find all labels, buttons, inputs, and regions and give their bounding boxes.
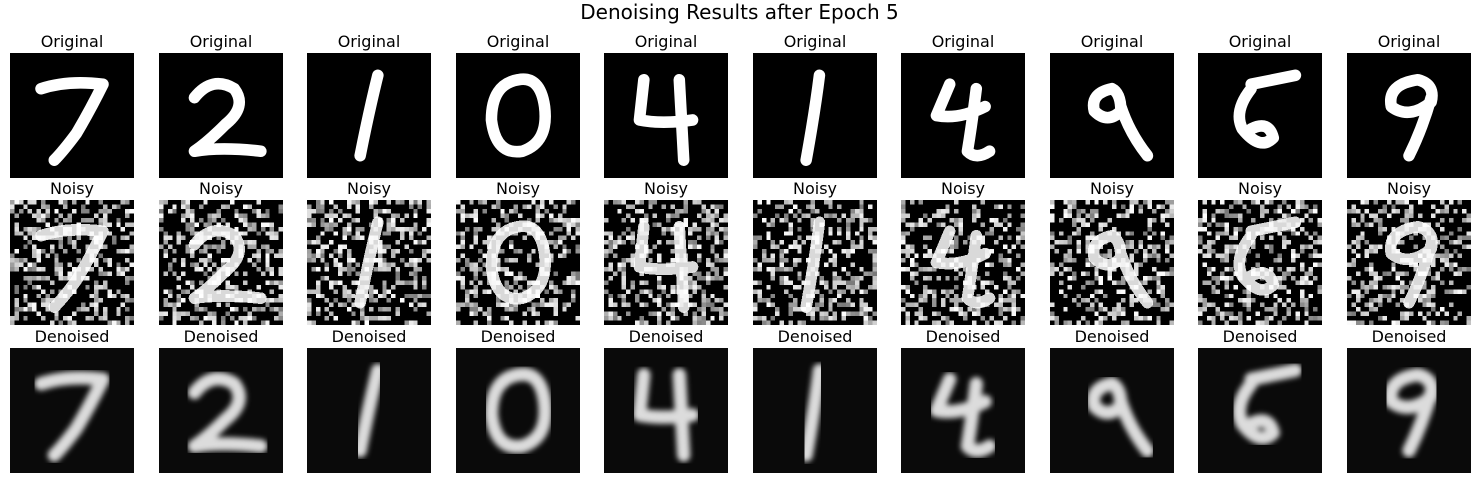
figure-title: Denoising Results after Epoch 5 xyxy=(580,0,899,24)
panel-noisy-7: Noisy xyxy=(901,179,1025,325)
panel-title: Denoised xyxy=(1074,327,1150,346)
panel-noisy-6: Noisy xyxy=(753,179,877,325)
panel-original-8: Original xyxy=(1050,32,1174,178)
panel-denoised-8: Denoised xyxy=(1050,327,1174,473)
panel-title: Original xyxy=(40,32,104,51)
panel-denoised-9: Denoised xyxy=(1198,327,1322,473)
panel-noisy-2: Noisy xyxy=(159,179,283,325)
panel-denoised-7: Denoised xyxy=(901,327,1025,473)
digit-image xyxy=(901,348,1025,473)
panel-noisy-5: Noisy xyxy=(604,179,728,325)
panel-original-4: Original xyxy=(456,32,580,178)
panel-title: Denoised xyxy=(628,327,704,346)
panel-title: Denoised xyxy=(925,327,1001,346)
digit-image xyxy=(159,348,283,473)
digit-image xyxy=(753,53,877,178)
panel-original-10: Original xyxy=(1347,32,1471,178)
digit-image xyxy=(307,348,431,473)
panel-denoised-3: Denoised xyxy=(307,327,431,473)
panel-original-9: Original xyxy=(1198,32,1322,178)
panel-denoised-1: Denoised xyxy=(10,327,134,473)
panel-title: Noisy xyxy=(1386,179,1431,198)
digit-image xyxy=(604,348,728,473)
digit-image xyxy=(753,348,877,473)
digit-image xyxy=(1198,348,1322,473)
panel-title: Noisy xyxy=(940,179,985,198)
panel-title: Original xyxy=(337,32,401,51)
digit-image xyxy=(1050,348,1174,473)
digit-image xyxy=(10,53,134,178)
digit-image xyxy=(1347,53,1471,178)
panel-original-1: Original xyxy=(10,32,134,178)
panel-noisy-4: Noisy xyxy=(456,179,580,325)
panel-noisy-9: Noisy xyxy=(1198,179,1322,325)
panel-title: Noisy xyxy=(49,179,94,198)
panel-original-7: Original xyxy=(901,32,1025,178)
digit-image xyxy=(901,200,1025,325)
digit-image xyxy=(10,200,134,325)
panel-title: Noisy xyxy=(643,179,688,198)
panel-denoised-4: Denoised xyxy=(456,327,580,473)
digit-image xyxy=(456,53,580,178)
panel-title: Noisy xyxy=(1237,179,1282,198)
digit-image xyxy=(1198,53,1322,178)
digit-image xyxy=(1050,200,1174,325)
panel-title: Denoised xyxy=(331,327,407,346)
panel-title: Noisy xyxy=(495,179,540,198)
panel-denoised-10: Denoised xyxy=(1347,327,1471,473)
panel-title: Original xyxy=(189,32,253,51)
panel-original-6: Original xyxy=(753,32,877,178)
digit-image xyxy=(604,53,728,178)
panel-original-3: Original xyxy=(307,32,431,178)
digit-image xyxy=(456,200,580,325)
digit-image xyxy=(307,200,431,325)
digit-image xyxy=(10,348,134,473)
digit-image xyxy=(159,200,283,325)
panel-title: Denoised xyxy=(1222,327,1298,346)
digit-image xyxy=(1347,200,1471,325)
panel-noisy-1: Noisy xyxy=(10,179,134,325)
panel-title: Original xyxy=(931,32,995,51)
panel-title: Original xyxy=(634,32,698,51)
digit-image xyxy=(159,53,283,178)
panel-title: Noisy xyxy=(198,179,243,198)
panel-title: Original xyxy=(486,32,550,51)
panel-title: Original xyxy=(1080,32,1144,51)
panel-original-2: Original xyxy=(159,32,283,178)
panel-title: Denoised xyxy=(1371,327,1447,346)
digit-image xyxy=(456,348,580,473)
digit-image xyxy=(1198,200,1322,325)
panel-title: Noisy xyxy=(346,179,391,198)
digit-image xyxy=(1050,53,1174,178)
digit-image xyxy=(1347,348,1471,473)
digit-image xyxy=(307,53,431,178)
panel-title: Denoised xyxy=(480,327,556,346)
panel-title: Original xyxy=(1377,32,1441,51)
panel-denoised-5: Denoised xyxy=(604,327,728,473)
digit-image xyxy=(604,200,728,325)
panel-noisy-8: Noisy xyxy=(1050,179,1174,325)
panel-title: Denoised xyxy=(777,327,853,346)
panel-title: Original xyxy=(1228,32,1292,51)
panel-noisy-10: Noisy xyxy=(1347,179,1471,325)
panel-title: Original xyxy=(783,32,847,51)
digit-image xyxy=(753,200,877,325)
panel-original-5: Original xyxy=(604,32,728,178)
digit-image xyxy=(901,53,1025,178)
panel-title: Denoised xyxy=(183,327,259,346)
panel-title: Noisy xyxy=(792,179,837,198)
panel-noisy-3: Noisy xyxy=(307,179,431,325)
panel-denoised-2: Denoised xyxy=(159,327,283,473)
panel-denoised-6: Denoised xyxy=(753,327,877,473)
panel-title: Denoised xyxy=(34,327,110,346)
panel-title: Noisy xyxy=(1089,179,1134,198)
